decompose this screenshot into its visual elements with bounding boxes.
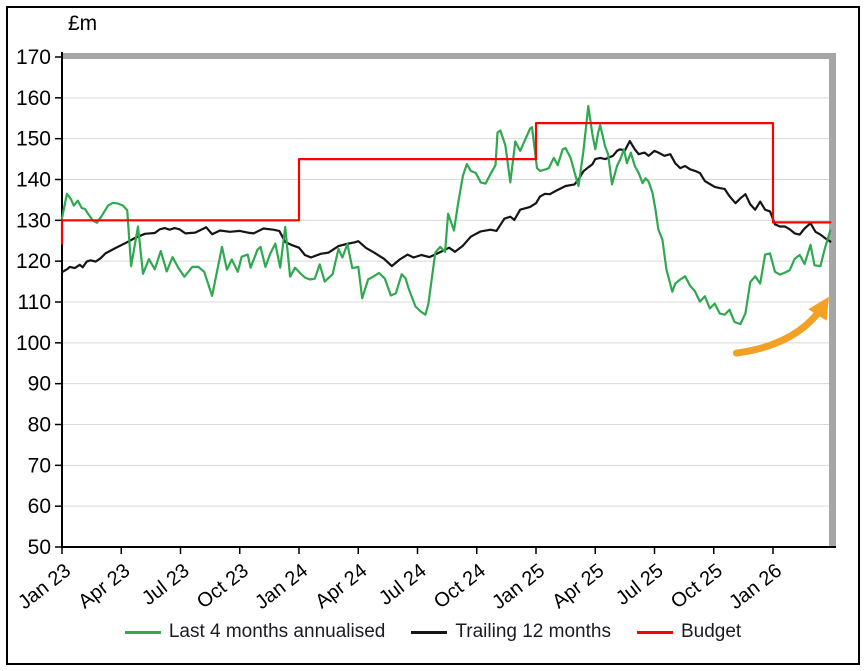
y-tick-label-80: 80	[28, 414, 51, 437]
x-tick-label-2: Jul 23	[138, 560, 194, 610]
legend-label-budget: Budget	[680, 621, 742, 642]
y-tick-label-120: 120	[16, 250, 51, 273]
y-tick-label-140: 140	[16, 169, 51, 192]
legend-item-trailing-12-months: Trailing 12 months	[411, 621, 611, 643]
plot-border-top	[62, 53, 836, 59]
series-last-4-months-annualised	[60, 104, 832, 326]
legend-label-trailing-12-months: Trailing 12 months	[455, 621, 611, 642]
legend-line-green-icon	[124, 630, 161, 634]
y-tick-label-110: 110	[18, 291, 51, 314]
x-tick-label-6: Jul 24	[375, 560, 431, 610]
legend-item-last-4-months: Last 4 months annualised	[124, 621, 386, 643]
y-tick-label-60: 60	[28, 495, 51, 518]
y-tick-label-170: 170	[16, 46, 51, 69]
series-budget	[60, 121, 832, 245]
legend-item-budget: Budget	[636, 621, 742, 643]
x-tick-label-10: Jul 25	[612, 560, 668, 610]
x-tick-label-9: Apr 25	[548, 560, 608, 614]
legend-label-last-4-months: Last 4 months annualised	[168, 621, 386, 642]
x-tick-label-0: Jan 23	[14, 560, 75, 614]
y-tick-label-50: 50	[28, 536, 51, 559]
x-tick-label-5: Apr 24	[311, 560, 371, 614]
upturn-arrow-annotation	[732, 296, 829, 357]
series-trailing-12-months	[60, 140, 832, 274]
y-tick-label-130: 130	[16, 209, 51, 232]
x-tick-label-7: Oct 24	[430, 560, 490, 614]
legend-line-red-icon	[636, 630, 673, 634]
legend-line-black-icon	[411, 630, 448, 634]
chart-legend: Last 4 months annualised Trailing 12 mon…	[0, 621, 866, 643]
y-tick-label-150: 150	[16, 128, 51, 151]
x-tick-label-4: Jan 24	[251, 560, 312, 614]
y-tick-label-100: 100	[16, 332, 51, 355]
x-tick-label-12: Jan 26	[725, 560, 786, 614]
x-tick-label-3: Oct 23	[193, 560, 253, 614]
y-tick-label-70: 70	[28, 454, 51, 477]
plot-border-right	[829, 53, 836, 548]
y-tick-label-160: 160	[16, 87, 51, 110]
x-tick-label-11: Oct 25	[667, 560, 727, 614]
y-axis-unit-label: £m	[68, 12, 98, 35]
x-tick-label-8: Jan 25	[488, 560, 549, 614]
y-tick-label-90: 90	[28, 373, 51, 396]
x-tick-label-1: Apr 23	[74, 560, 134, 614]
